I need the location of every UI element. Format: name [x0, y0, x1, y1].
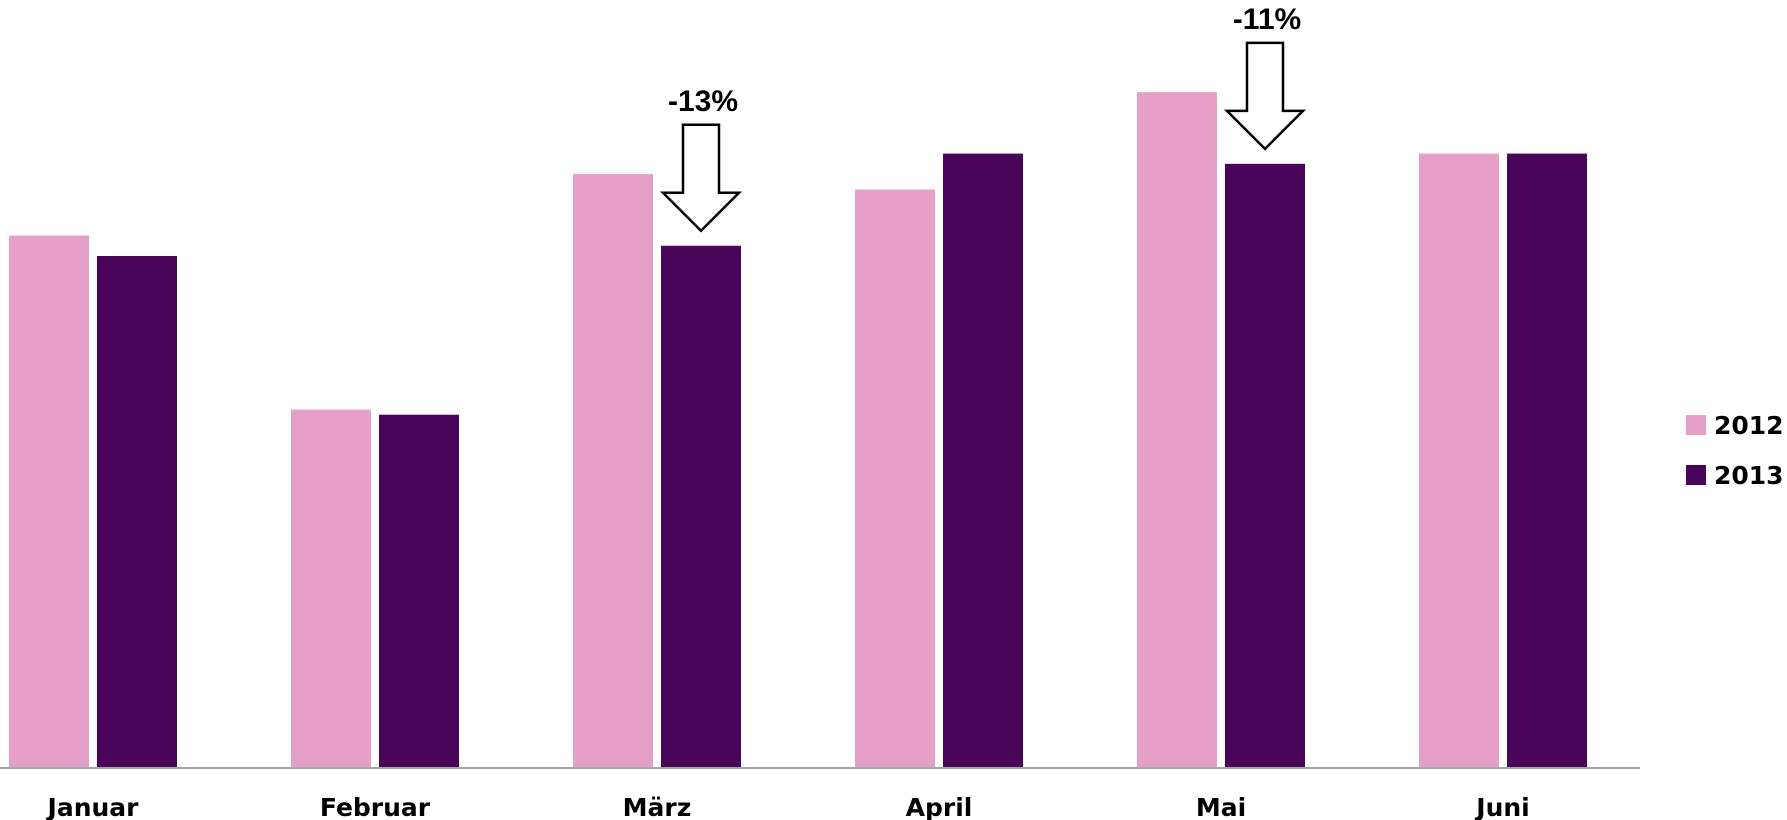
- annotations-group: -13% -11%: [659, 3, 1307, 233]
- bar-februar-2012: [291, 409, 371, 768]
- annotation-label-mai: -11%: [1233, 3, 1301, 36]
- down-arrow-icon: [1223, 41, 1307, 151]
- annotation-label-maerz: -13%: [668, 85, 738, 118]
- legend: 2012 2013: [1686, 411, 1784, 490]
- down-arrow-icon: [659, 123, 743, 233]
- x-tick-label-april: April: [906, 793, 973, 820]
- bar-maerz-2013: [661, 245, 741, 768]
- bar-april-2013: [943, 153, 1023, 769]
- x-tick-label-maerz: März: [623, 793, 692, 820]
- bar-mai-2013: [1225, 163, 1305, 769]
- bar-juni-2012: [1419, 153, 1499, 769]
- x-tick-labels: Januar Februar März April Mai Juni: [46, 793, 1530, 820]
- x-tick-label-februar: Februar: [320, 793, 431, 820]
- bars-group: [9, 92, 1587, 769]
- legend-swatch-2013: [1686, 465, 1706, 485]
- bar-juni-2013: [1507, 153, 1587, 769]
- bar-april-2012: [855, 189, 935, 768]
- x-tick-label-juni: Juni: [1474, 793, 1529, 820]
- x-tick-label-mai: Mai: [1196, 793, 1246, 820]
- bar-januar-2013: [97, 256, 177, 768]
- legend-label-2013: 2013: [1714, 461, 1784, 490]
- bar-maerz-2012: [573, 174, 653, 768]
- bar-februar-2013: [379, 414, 459, 768]
- legend-swatch-2012: [1686, 415, 1706, 435]
- legend-label-2012: 2012: [1714, 411, 1784, 440]
- bar-mai-2012: [1137, 92, 1217, 768]
- bar-januar-2012: [9, 235, 89, 768]
- x-tick-label-januar: Januar: [46, 793, 140, 820]
